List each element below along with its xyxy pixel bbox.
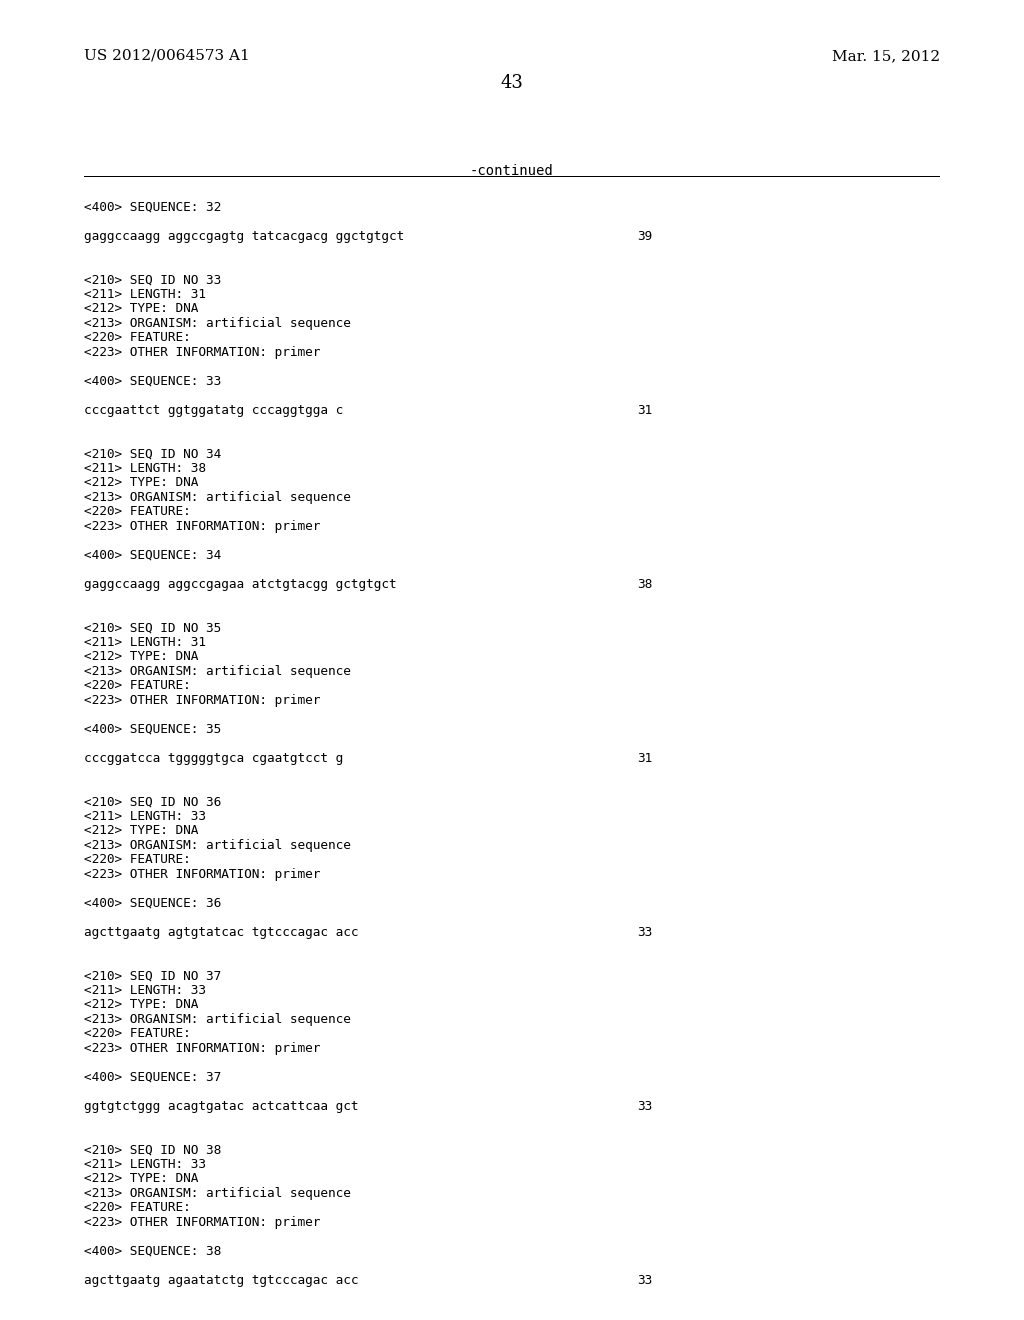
- Text: <212> TYPE: DNA: <212> TYPE: DNA: [84, 651, 199, 663]
- Text: <223> OTHER INFORMATION: primer: <223> OTHER INFORMATION: primer: [84, 346, 321, 359]
- Text: gaggccaagg aggccgagtg tatcacgacg ggctgtgct: gaggccaagg aggccgagtg tatcacgacg ggctgtg…: [84, 230, 404, 243]
- Text: <210> SEQ ID NO 37: <210> SEQ ID NO 37: [84, 969, 221, 982]
- Text: <213> ORGANISM: artificial sequence: <213> ORGANISM: artificial sequence: [84, 1187, 351, 1200]
- Text: 43: 43: [501, 74, 523, 92]
- Text: -continued: -continued: [470, 164, 554, 178]
- Text: agcttgaatg agaatatctg tgtcccagac acc: agcttgaatg agaatatctg tgtcccagac acc: [84, 1274, 358, 1287]
- Text: <223> OTHER INFORMATION: primer: <223> OTHER INFORMATION: primer: [84, 520, 321, 533]
- Text: Mar. 15, 2012: Mar. 15, 2012: [831, 49, 940, 63]
- Text: <223> OTHER INFORMATION: primer: <223> OTHER INFORMATION: primer: [84, 867, 321, 880]
- Text: 33: 33: [637, 925, 652, 939]
- Text: <220> FEATURE:: <220> FEATURE:: [84, 853, 190, 866]
- Text: <400> SEQUENCE: 32: <400> SEQUENCE: 32: [84, 201, 221, 214]
- Text: <400> SEQUENCE: 36: <400> SEQUENCE: 36: [84, 896, 221, 909]
- Text: 33: 33: [637, 1274, 652, 1287]
- Text: <210> SEQ ID NO 36: <210> SEQ ID NO 36: [84, 795, 221, 808]
- Text: <213> ORGANISM: artificial sequence: <213> ORGANISM: artificial sequence: [84, 838, 351, 851]
- Text: <211> LENGTH: 33: <211> LENGTH: 33: [84, 983, 206, 997]
- Text: <211> LENGTH: 31: <211> LENGTH: 31: [84, 288, 206, 301]
- Text: 33: 33: [637, 1100, 652, 1113]
- Text: <213> ORGANISM: artificial sequence: <213> ORGANISM: artificial sequence: [84, 317, 351, 330]
- Text: <223> OTHER INFORMATION: primer: <223> OTHER INFORMATION: primer: [84, 1216, 321, 1229]
- Text: <213> ORGANISM: artificial sequence: <213> ORGANISM: artificial sequence: [84, 491, 351, 504]
- Text: <211> LENGTH: 33: <211> LENGTH: 33: [84, 1158, 206, 1171]
- Text: <220> FEATURE:: <220> FEATURE:: [84, 1027, 190, 1040]
- Text: <212> TYPE: DNA: <212> TYPE: DNA: [84, 302, 199, 315]
- Text: 31: 31: [637, 751, 652, 764]
- Text: <213> ORGANISM: artificial sequence: <213> ORGANISM: artificial sequence: [84, 1012, 351, 1026]
- Text: <210> SEQ ID NO 35: <210> SEQ ID NO 35: [84, 622, 221, 634]
- Text: <212> TYPE: DNA: <212> TYPE: DNA: [84, 998, 199, 1011]
- Text: <400> SEQUENCE: 37: <400> SEQUENCE: 37: [84, 1071, 221, 1084]
- Text: cccgaattct ggtggatatg cccaggtgga c: cccgaattct ggtggatatg cccaggtgga c: [84, 404, 343, 417]
- Text: <212> TYPE: DNA: <212> TYPE: DNA: [84, 477, 199, 490]
- Text: ggtgtctggg acagtgatac actcattcaa gct: ggtgtctggg acagtgatac actcattcaa gct: [84, 1100, 358, 1113]
- Text: <400> SEQUENCE: 38: <400> SEQUENCE: 38: [84, 1245, 221, 1258]
- Text: <223> OTHER INFORMATION: primer: <223> OTHER INFORMATION: primer: [84, 1041, 321, 1055]
- Text: <210> SEQ ID NO 33: <210> SEQ ID NO 33: [84, 273, 221, 286]
- Text: <210> SEQ ID NO 38: <210> SEQ ID NO 38: [84, 1143, 221, 1156]
- Text: cccggatcca tgggggtgca cgaatgtcct g: cccggatcca tgggggtgca cgaatgtcct g: [84, 751, 343, 764]
- Text: <220> FEATURE:: <220> FEATURE:: [84, 331, 190, 345]
- Text: 31: 31: [637, 404, 652, 417]
- Text: gaggccaagg aggccgagaa atctgtacgg gctgtgct: gaggccaagg aggccgagaa atctgtacgg gctgtgc…: [84, 578, 396, 590]
- Text: <211> LENGTH: 31: <211> LENGTH: 31: [84, 636, 206, 648]
- Text: <220> FEATURE:: <220> FEATURE:: [84, 506, 190, 519]
- Text: <211> LENGTH: 38: <211> LENGTH: 38: [84, 462, 206, 475]
- Text: agcttgaatg agtgtatcac tgtcccagac acc: agcttgaatg agtgtatcac tgtcccagac acc: [84, 925, 358, 939]
- Text: <400> SEQUENCE: 34: <400> SEQUENCE: 34: [84, 549, 221, 561]
- Text: <211> LENGTH: 33: <211> LENGTH: 33: [84, 809, 206, 822]
- Text: <400> SEQUENCE: 35: <400> SEQUENCE: 35: [84, 722, 221, 735]
- Text: <212> TYPE: DNA: <212> TYPE: DNA: [84, 1172, 199, 1185]
- Text: <223> OTHER INFORMATION: primer: <223> OTHER INFORMATION: primer: [84, 693, 321, 706]
- Text: <220> FEATURE:: <220> FEATURE:: [84, 1201, 190, 1214]
- Text: 38: 38: [637, 578, 652, 590]
- Text: <220> FEATURE:: <220> FEATURE:: [84, 680, 190, 692]
- Text: <212> TYPE: DNA: <212> TYPE: DNA: [84, 824, 199, 837]
- Text: <213> ORGANISM: artificial sequence: <213> ORGANISM: artificial sequence: [84, 665, 351, 677]
- Text: US 2012/0064573 A1: US 2012/0064573 A1: [84, 49, 250, 63]
- Text: 39: 39: [637, 230, 652, 243]
- Text: <400> SEQUENCE: 33: <400> SEQUENCE: 33: [84, 375, 221, 388]
- Text: <210> SEQ ID NO 34: <210> SEQ ID NO 34: [84, 447, 221, 461]
